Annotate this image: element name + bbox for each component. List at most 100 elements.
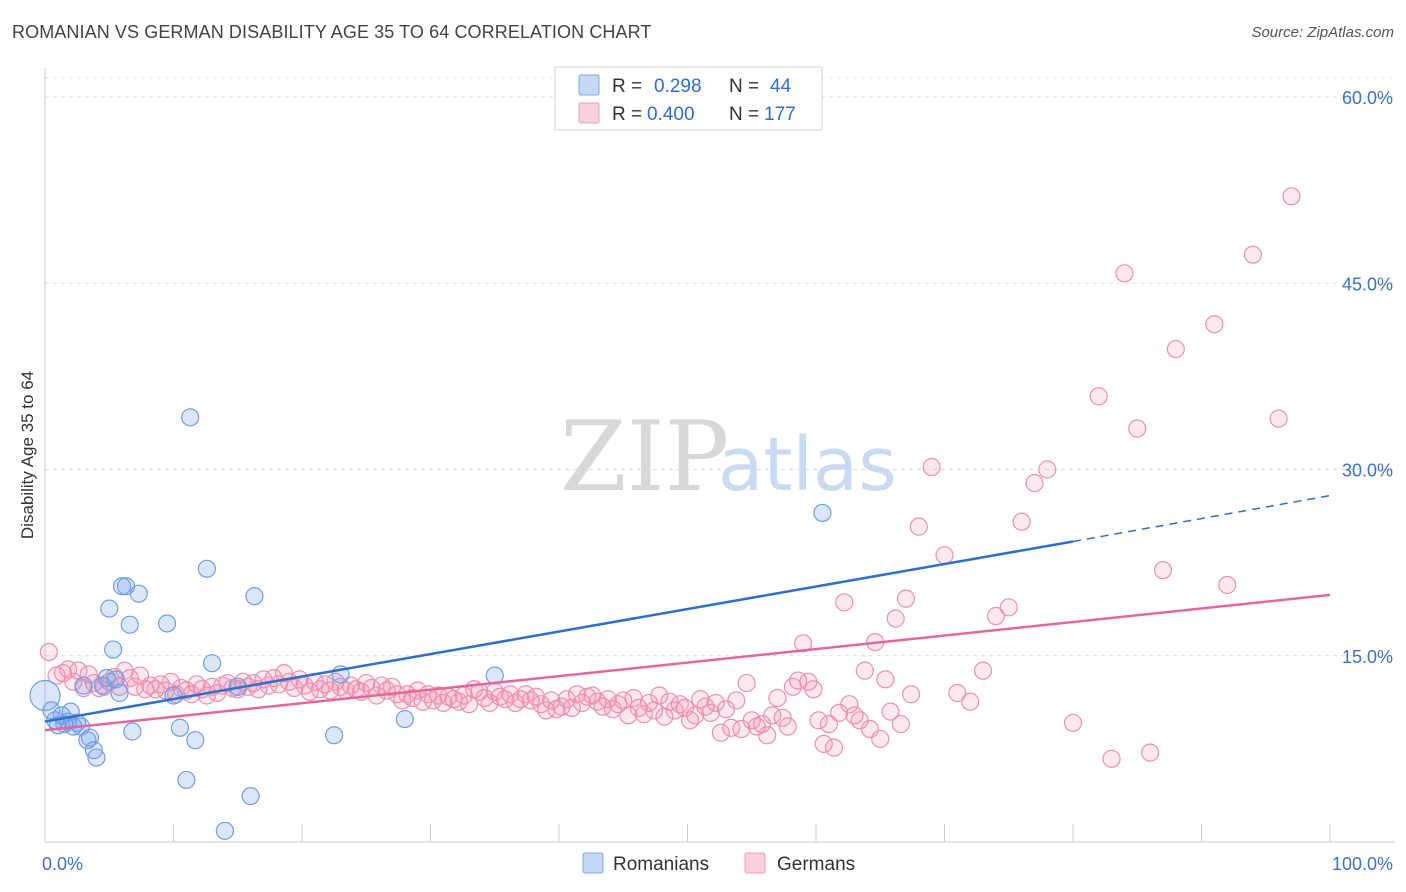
german-point — [1012, 512, 1031, 531]
german-point — [768, 688, 787, 708]
romanian-point — [84, 741, 103, 760]
german-point — [650, 686, 669, 705]
german-point — [1102, 749, 1121, 768]
x-tick-label: 0.0% — [42, 854, 83, 874]
german-point — [1269, 409, 1288, 428]
bottom-legend-germans: Germans — [777, 854, 855, 875]
german-point — [855, 661, 874, 680]
german-point — [619, 706, 638, 725]
romanian-point — [325, 726, 344, 745]
german-point — [727, 691, 746, 710]
german-point — [475, 688, 494, 708]
watermark-atlas: atlas — [718, 422, 897, 508]
romanian-point — [100, 599, 119, 618]
romanian-point — [78, 731, 97, 750]
y-tick-label: 30.0% — [1342, 461, 1393, 481]
legend-n-label-1: N = — [729, 76, 759, 97]
romanian-point — [181, 408, 200, 427]
legend-swatch-germans — [578, 102, 600, 124]
romanian-point — [813, 503, 832, 523]
german-point — [557, 690, 576, 709]
german-point — [871, 729, 890, 749]
x-tick-label: 100.0% — [1332, 854, 1393, 874]
tick-labels: 15.0% 30.0% 45.0% 60.0% 0.0% 100.0% — [42, 88, 1393, 874]
german-point — [840, 695, 859, 714]
legend-bottom: Romanians Germans — [582, 852, 855, 875]
german-point — [845, 706, 864, 725]
german-point — [701, 703, 720, 722]
german-point — [187, 675, 206, 694]
german-point — [480, 693, 499, 713]
german-point — [634, 705, 653, 724]
german-point — [809, 711, 828, 730]
german-point — [778, 717, 797, 736]
german-point — [819, 714, 838, 734]
german-point — [881, 702, 900, 721]
legend-r-value-1: 0.298 — [654, 76, 702, 97]
german-point — [1205, 315, 1224, 334]
romanian-point — [164, 686, 183, 705]
romanian-point — [87, 748, 106, 767]
romanian-point — [120, 615, 139, 634]
german-point — [1140, 743, 1160, 762]
german-point — [876, 670, 895, 689]
german-point — [948, 683, 967, 703]
legend-n-value-2: 177 — [764, 104, 796, 125]
bottom-legend-swatch-germans — [744, 852, 766, 874]
german-point — [357, 673, 376, 693]
german-point — [886, 609, 905, 628]
germans-trend-line — [44, 593, 1331, 732]
watermark-zip: ZIP — [560, 401, 729, 513]
german-point — [274, 664, 294, 683]
german-point — [64, 672, 83, 691]
german-point — [896, 589, 916, 608]
chart-title: ROMANIAN VS GERMAN DISABILITY AGE 35 TO … — [12, 22, 652, 42]
romanian-point — [29, 679, 61, 712]
german-point — [1243, 245, 1263, 264]
romanian-point — [123, 722, 142, 741]
german-point — [794, 634, 813, 653]
legend-r-value-2: 0.400 — [647, 104, 695, 125]
romanian-point — [106, 670, 125, 689]
german-point — [39, 642, 58, 662]
romanian-point — [157, 614, 177, 633]
german-point — [737, 673, 756, 693]
german-point — [1089, 387, 1108, 406]
german-point — [680, 711, 700, 730]
romanian-point — [74, 676, 93, 695]
trend-lines — [44, 494, 1331, 732]
german-point — [922, 457, 941, 477]
romanian-point — [395, 709, 414, 729]
german-point — [711, 723, 731, 742]
romanian-point — [104, 640, 123, 659]
german-point — [598, 690, 617, 709]
legend-r-label-2: R = — [612, 104, 642, 125]
romanian-point — [177, 770, 196, 790]
german-point — [891, 714, 910, 734]
legend-swatch-romanians — [578, 74, 600, 96]
german-point — [1025, 474, 1044, 493]
german-point — [824, 738, 844, 757]
german-point — [986, 606, 1006, 626]
romanian-point — [241, 786, 260, 806]
german-point — [961, 692, 980, 711]
romanian-point — [112, 577, 132, 596]
german-point — [1115, 264, 1134, 283]
german-point — [999, 598, 1018, 617]
german-point — [901, 685, 921, 704]
legend-n-value-1: 44 — [770, 76, 792, 97]
romanian-point — [170, 718, 190, 737]
german-point — [935, 546, 954, 565]
german-point — [973, 661, 993, 680]
romanian-point — [197, 559, 217, 578]
source-credit: Source: ZipAtlas.com — [1251, 24, 1394, 41]
german-point — [218, 673, 237, 693]
axes — [44, 68, 1395, 843]
y-tick-label: 15.0% — [1342, 647, 1393, 667]
bottom-legend-romanians: Romanians — [613, 854, 709, 875]
bottom-legend-swatch-romanians — [582, 852, 604, 874]
german-point — [814, 734, 833, 754]
romanian-point — [245, 587, 264, 606]
romanian-point — [110, 683, 129, 703]
